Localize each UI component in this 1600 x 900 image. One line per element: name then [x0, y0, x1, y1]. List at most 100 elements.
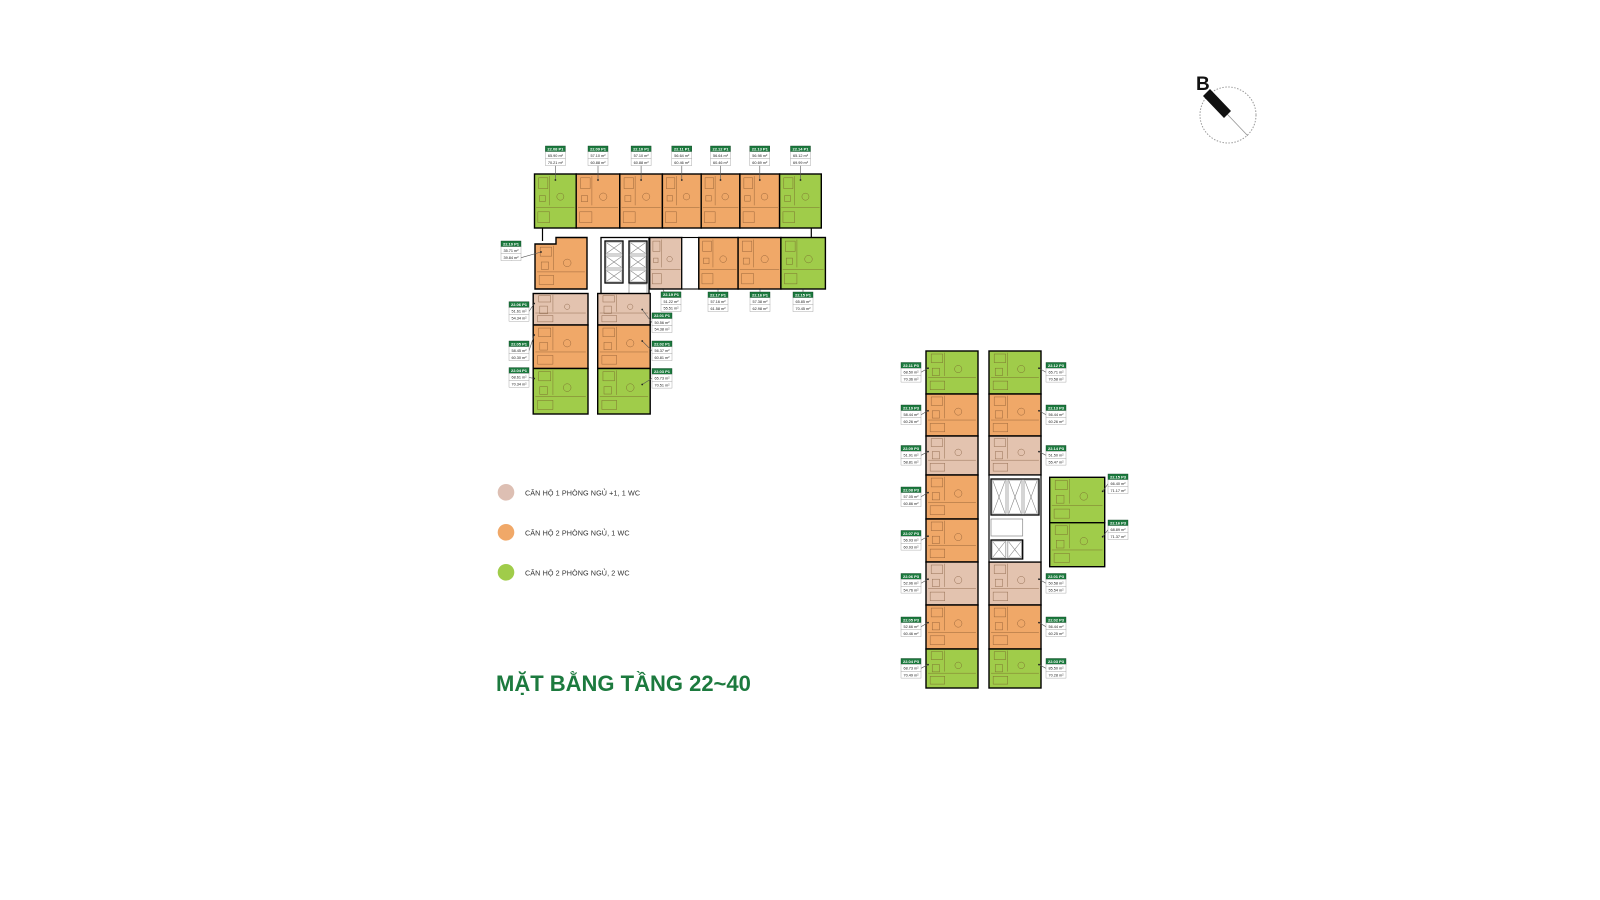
svg-text:56.64 m²: 56.64 m²: [713, 154, 729, 158]
svg-text:22.15 P3: 22.15 P3: [1110, 474, 1127, 479]
svg-text:52.66 m²: 52.66 m²: [904, 625, 920, 629]
svg-text:57.05 m²: 57.05 m²: [904, 495, 920, 499]
svg-text:55.54 m²: 55.54 m²: [1049, 588, 1065, 592]
svg-text:22.05 P1: 22.05 P1: [511, 341, 528, 346]
svg-text:22.11 P3: 22.11 P3: [903, 363, 920, 368]
svg-text:58.81 m²: 58.81 m²: [904, 460, 920, 464]
svg-text:22.10 P3: 22.10 P3: [903, 405, 920, 410]
svg-text:22.05 P3: 22.05 P3: [903, 617, 920, 622]
svg-text:22.06 P3: 22.06 P3: [903, 574, 920, 579]
svg-text:22.16 P1: 22.16 P1: [752, 292, 769, 297]
svg-text:54.34 m²: 54.34 m²: [512, 317, 528, 321]
svg-text:56.44 m²: 56.44 m²: [1049, 413, 1065, 417]
svg-text:62.98 m²: 62.98 m²: [753, 307, 769, 311]
svg-text:22.09 P1: 22.09 P1: [590, 146, 607, 151]
svg-text:68.50 m²: 68.50 m²: [904, 370, 920, 374]
svg-text:58.44 m²: 58.44 m²: [904, 413, 920, 417]
svg-text:22.16 P3: 22.16 P3: [1110, 520, 1127, 525]
svg-text:54.38 m²: 54.38 m²: [655, 328, 671, 332]
svg-text:54.76 m²: 54.76 m²: [904, 588, 920, 592]
svg-text:22.11 P1: 22.11 P1: [674, 146, 691, 151]
svg-text:22.08 P3: 22.08 P3: [903, 487, 920, 492]
svg-text:60.26 m²: 60.26 m²: [1049, 420, 1065, 424]
svg-text:22.08 P1: 22.08 P1: [547, 146, 564, 151]
svg-text:22.06 P1: 22.06 P1: [511, 302, 528, 307]
svg-text:22.12 P1: 22.12 P1: [712, 146, 729, 151]
svg-text:65.90 m²: 65.90 m²: [548, 154, 564, 158]
svg-text:60.46 m²: 60.46 m²: [674, 161, 690, 165]
svg-text:68.73 m²: 68.73 m²: [904, 666, 920, 670]
svg-text:60.93 m²: 60.93 m²: [904, 545, 920, 549]
svg-text:22.01 P3: 22.01 P3: [1048, 574, 1065, 579]
svg-text:56.93 m²: 56.93 m²: [904, 538, 920, 542]
svg-text:22.15 P1: 22.15 P1: [795, 292, 812, 297]
svg-text:22.10 P1: 22.10 P1: [633, 146, 650, 151]
svg-text:MẶT BẰNG TẦNG 22~40: MẶT BẰNG TẦNG 22~40: [496, 671, 751, 696]
svg-text:55.51 m²: 55.51 m²: [664, 307, 680, 311]
svg-text:70.51 m²: 70.51 m²: [655, 383, 671, 387]
svg-text:22.10 P1: 22.10 P1: [503, 241, 520, 246]
svg-text:70.21 m²: 70.21 m²: [548, 161, 564, 165]
svg-text:22.04 P3: 22.04 P3: [903, 659, 920, 664]
svg-text:56.98 m²: 56.98 m²: [752, 154, 768, 158]
svg-text:56.44 m²: 56.44 m²: [1049, 625, 1065, 629]
svg-text:22.07 P3: 22.07 P3: [903, 531, 920, 536]
svg-text:51.61 m²: 51.61 m²: [512, 310, 528, 314]
svg-text:68.89 m²: 68.89 m²: [1111, 528, 1127, 532]
svg-text:57.16 m²: 57.16 m²: [711, 300, 727, 304]
svg-text:60.26 m²: 60.26 m²: [904, 420, 920, 424]
svg-text:CĂN HỘ 1 PHÒNG NGỦ +1, 1 WC: CĂN HỘ 1 PHÒNG NGỦ +1, 1 WC: [525, 488, 640, 497]
svg-text:56.37 m²: 56.37 m²: [655, 349, 671, 353]
svg-text:22.12 P3: 22.12 P3: [1048, 363, 1065, 368]
svg-text:57.38 m²: 57.38 m²: [753, 300, 769, 304]
svg-text:50.58 m²: 50.58 m²: [1049, 581, 1065, 585]
svg-text:22.03 P3: 22.03 P3: [1048, 659, 1065, 664]
svg-text:52.96 m²: 52.96 m²: [904, 581, 920, 585]
svg-text:70.36 m²: 70.36 m²: [904, 377, 920, 381]
svg-text:65.12 m²: 65.12 m²: [793, 154, 809, 158]
svg-text:60.30 m²: 60.30 m²: [512, 356, 528, 360]
svg-text:56.64 m²: 56.64 m²: [674, 154, 690, 158]
svg-text:22.04 P1: 22.04 P1: [511, 368, 528, 373]
svg-text:22.14 P1: 22.14 P1: [792, 146, 809, 151]
svg-text:35.71 m²: 35.71 m²: [504, 249, 520, 253]
svg-text:60.86 m²: 60.86 m²: [904, 502, 920, 506]
svg-text:69.99 m²: 69.99 m²: [793, 161, 809, 165]
svg-text:51.91 m²: 51.91 m²: [904, 453, 920, 457]
svg-text:68.61 m²: 68.61 m²: [512, 376, 528, 380]
svg-text:B: B: [1196, 74, 1210, 95]
svg-text:65.85 m²: 65.85 m²: [796, 300, 812, 304]
svg-text:71.37 m²: 71.37 m²: [1111, 535, 1127, 539]
svg-text:70.58 m²: 70.58 m²: [1049, 377, 1065, 381]
svg-text:71.17 m²: 71.17 m²: [1111, 489, 1127, 493]
svg-text:51.22 m²: 51.22 m²: [664, 300, 680, 304]
svg-text:50.56 m²: 50.56 m²: [655, 321, 671, 325]
svg-text:60.88 m²: 60.88 m²: [634, 161, 650, 165]
svg-text:57.10 m²: 57.10 m²: [634, 154, 650, 158]
svg-text:60.88 m²: 60.88 m²: [591, 161, 607, 165]
svg-text:70.45 m²: 70.45 m²: [796, 307, 812, 311]
svg-text:CĂN HỘ 2 PHÒNG NGỦ, 2 WC: CĂN HỘ 2 PHÒNG NGỦ, 2 WC: [525, 568, 630, 577]
svg-text:22.19 P1: 22.19 P1: [663, 292, 680, 297]
svg-text:57.10 m²: 57.10 m²: [591, 154, 607, 158]
svg-text:60.46 m²: 60.46 m²: [904, 632, 920, 636]
svg-text:70.28 m²: 70.28 m²: [1049, 673, 1065, 677]
svg-text:22.13 P1: 22.13 P1: [752, 146, 769, 151]
svg-text:60.69 m²: 60.69 m²: [752, 161, 768, 165]
svg-text:CĂN HỘ 2 PHÒNG NGỦ, 1 WC: CĂN HỘ 2 PHÒNG NGỦ, 1 WC: [525, 528, 630, 537]
svg-text:22.02 P1: 22.02 P1: [654, 341, 671, 346]
svg-text:55.47 m²: 55.47 m²: [1049, 460, 1065, 464]
svg-text:85.50 m²: 85.50 m²: [1049, 666, 1065, 670]
svg-text:22.03 P1: 22.03 P1: [654, 369, 671, 374]
svg-text:60.46 m²: 60.46 m²: [713, 161, 729, 165]
svg-text:58.45 m²: 58.45 m²: [512, 349, 528, 353]
svg-text:22.14 P3: 22.14 P3: [1048, 446, 1065, 451]
svg-text:61.58 m²: 61.58 m²: [711, 307, 727, 311]
svg-text:60.25 m²: 60.25 m²: [1049, 632, 1065, 636]
svg-text:65.73 m²: 65.73 m²: [655, 376, 671, 380]
svg-text:66.40 m²: 66.40 m²: [1111, 482, 1127, 486]
svg-text:22.13 P3: 22.13 P3: [1048, 405, 1065, 410]
svg-text:60.81 m²: 60.81 m²: [655, 356, 671, 360]
svg-text:70.49 m²: 70.49 m²: [904, 673, 920, 677]
svg-text:51.50 m²: 51.50 m²: [1049, 453, 1065, 457]
